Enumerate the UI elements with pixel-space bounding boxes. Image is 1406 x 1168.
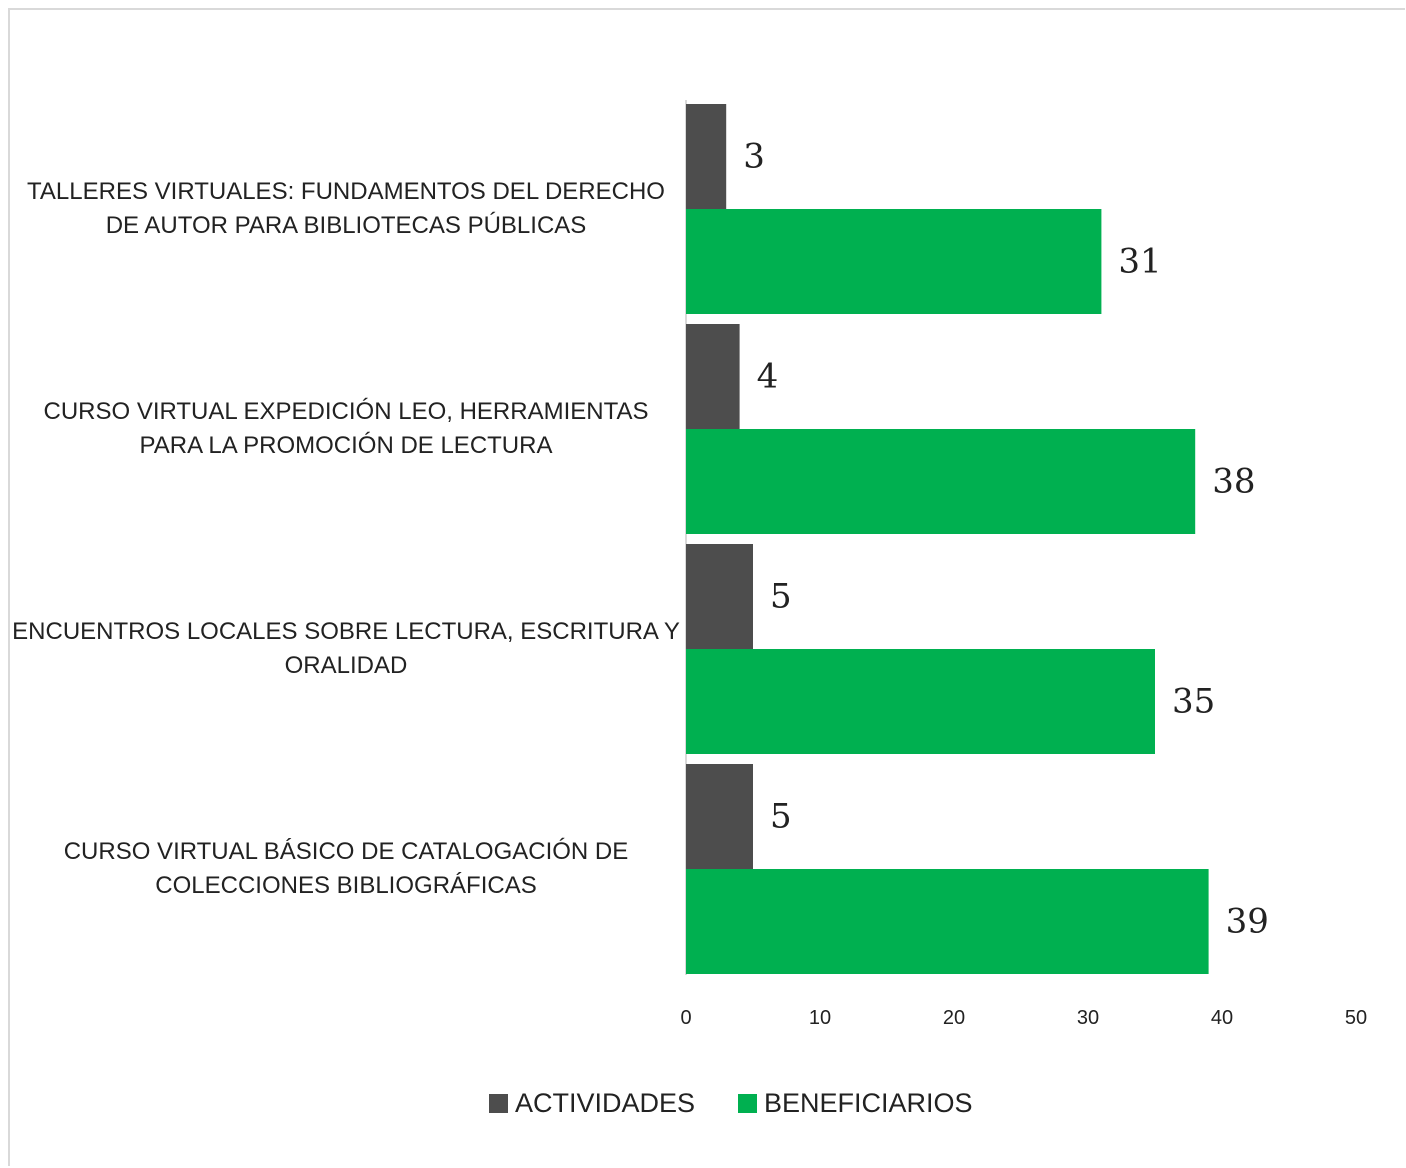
bar-beneficiarios-3 <box>686 649 1155 754</box>
category-label-2-line-1: CURSO VIRTUAL EXPEDICIÓN LEO, HERRAMIENT… <box>43 398 648 425</box>
x-tick-label: 10 <box>809 1007 831 1029</box>
x-tick-label: 30 <box>1077 1007 1099 1029</box>
category-label-3-line-1: ENCUENTROS LOCALES SOBRE LECTURA, ESCRIT… <box>12 618 680 645</box>
bar-actividades-3 <box>686 544 753 649</box>
data-label-beneficiarios-4: 39 <box>1226 902 1269 942</box>
bar-beneficiarios-2 <box>686 429 1196 534</box>
x-tick-label: 0 <box>680 1007 691 1029</box>
data-label-beneficiarios-2: 38 <box>1212 462 1255 502</box>
bar-actividades-1 <box>686 104 727 209</box>
category-label-1-line-1: TALLERES VIRTUALES: FUNDAMENTOS DEL DERE… <box>27 178 665 205</box>
data-label-beneficiarios-1: 31 <box>1118 242 1161 282</box>
x-tick-label: 50 <box>1345 1007 1367 1029</box>
category-label-4-line-2: COLECCIONES BIBLIOGRÁFICAS <box>155 872 536 899</box>
x-axis-ticks: 0 10 20 30 40 50 <box>680 1007 1367 1029</box>
legend-swatch-actividades <box>489 1094 508 1113</box>
data-label-actividades-4: 5 <box>770 797 792 837</box>
category-label-3-line-2: ORALIDAD <box>285 652 408 679</box>
legend: ACTIVIDADES BENEFICIARIOS <box>489 1088 973 1118</box>
data-label-actividades-1: 3 <box>743 137 765 177</box>
bar-actividades-4 <box>686 764 753 869</box>
category-label-4-line-1: CURSO VIRTUAL BÁSICO DE CATALOGACIÓN DE <box>64 838 629 865</box>
chart-frame <box>8 8 1405 1166</box>
category-label-1-line-2: DE AUTOR PARA BIBLIOTECAS PÚBLICAS <box>106 212 587 239</box>
category-label-2-line-2: PARA LA PROMOCIÓN DE LECTURA <box>140 432 553 459</box>
data-label-beneficiarios-3: 35 <box>1172 682 1215 722</box>
data-label-actividades-3: 5 <box>770 577 792 617</box>
bar-actividades-2 <box>686 324 740 429</box>
x-tick-label: 20 <box>943 1007 965 1029</box>
bar-beneficiarios-1 <box>686 209 1102 314</box>
bar-beneficiarios-4 <box>686 869 1209 974</box>
x-tick-label: 40 <box>1211 1007 1233 1029</box>
data-label-actividades-2: 4 <box>757 357 779 397</box>
legend-swatch-beneficiarios <box>738 1094 757 1113</box>
legend-label-beneficiarios: BENEFICIARIOS <box>764 1088 973 1118</box>
category-labels: TALLERES VIRTUALES: FUNDAMENTOS DEL DERE… <box>12 178 680 899</box>
legend-label-actividades: ACTIVIDADES <box>515 1088 695 1118</box>
bars-group: 3 31 4 38 5 35 5 39 <box>686 104 1269 974</box>
